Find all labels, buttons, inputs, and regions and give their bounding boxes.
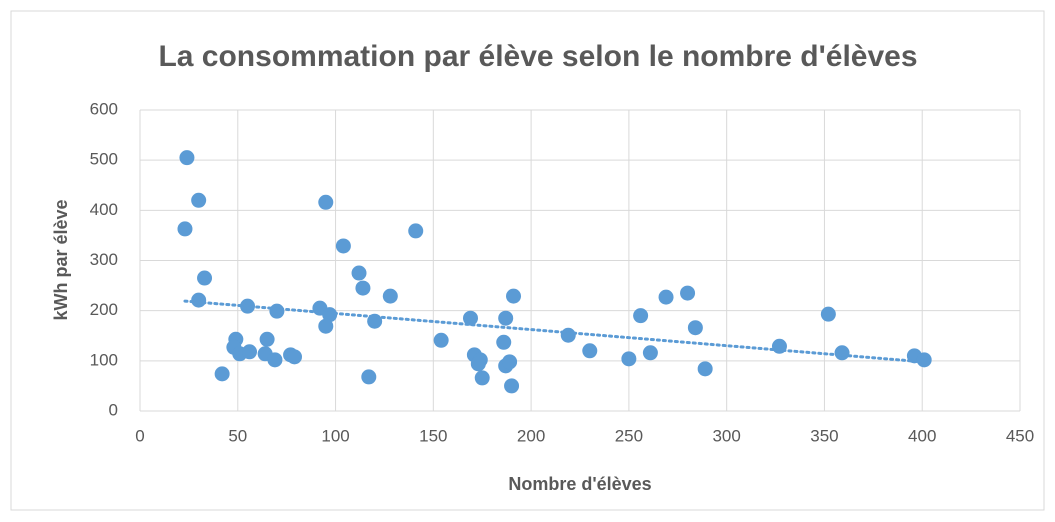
- point: [433, 332, 449, 348]
- x-axis-label: Nombre d'élèves: [508, 474, 651, 494]
- point: [642, 345, 658, 361]
- point: [259, 331, 275, 347]
- point: [506, 288, 522, 304]
- y-tick-label: 600: [90, 99, 118, 118]
- x-tick-label: 200: [517, 426, 545, 445]
- x-tick-label: 350: [810, 426, 838, 445]
- point: [916, 352, 932, 368]
- point: [318, 318, 334, 334]
- point: [834, 345, 850, 361]
- point: [191, 292, 207, 308]
- y-tick-label: 100: [90, 350, 118, 369]
- point: [322, 307, 338, 323]
- point: [470, 356, 486, 372]
- point: [242, 344, 258, 360]
- point: [318, 194, 334, 210]
- x-tick-label: 150: [419, 426, 447, 445]
- point: [269, 303, 285, 319]
- y-tick-label: 200: [90, 300, 118, 319]
- point: [335, 238, 351, 254]
- point: [191, 192, 207, 208]
- point: [658, 289, 674, 305]
- point: [355, 280, 371, 296]
- point: [697, 361, 713, 377]
- chart-title: La consommation par élève selon le nombr…: [158, 40, 917, 73]
- point: [560, 327, 576, 343]
- x-tick-label: 250: [615, 426, 643, 445]
- point: [621, 351, 637, 367]
- point: [177, 221, 193, 237]
- y-axis-label: kWh par élève: [51, 199, 71, 320]
- point: [361, 369, 377, 385]
- point: [214, 366, 230, 382]
- point: [820, 306, 836, 322]
- x-tick-label: 450: [1006, 426, 1034, 445]
- point: [179, 150, 195, 166]
- point: [687, 320, 703, 336]
- x-tick-label: 50: [228, 426, 247, 445]
- y-tick-label: 400: [90, 200, 118, 219]
- x-tick-label: 100: [321, 426, 349, 445]
- trendline: [183, 299, 926, 364]
- y-tick-label: 0: [109, 400, 118, 419]
- point: [474, 370, 490, 386]
- point: [408, 223, 424, 239]
- point: [582, 343, 598, 359]
- point: [680, 285, 696, 301]
- point: [197, 270, 213, 286]
- x-tick-label: 0: [135, 426, 144, 445]
- y-tick-label: 500: [90, 150, 118, 169]
- x-tick-label: 300: [712, 426, 740, 445]
- point: [633, 308, 649, 324]
- point: [504, 378, 520, 394]
- point: [496, 334, 512, 350]
- point: [462, 310, 478, 326]
- x-tick-label: 400: [908, 426, 936, 445]
- point: [502, 354, 518, 370]
- point: [382, 288, 398, 304]
- point: [498, 310, 514, 326]
- point: [286, 349, 302, 365]
- point: [267, 352, 283, 368]
- point: [351, 265, 367, 281]
- y-tick-label: 300: [90, 250, 118, 269]
